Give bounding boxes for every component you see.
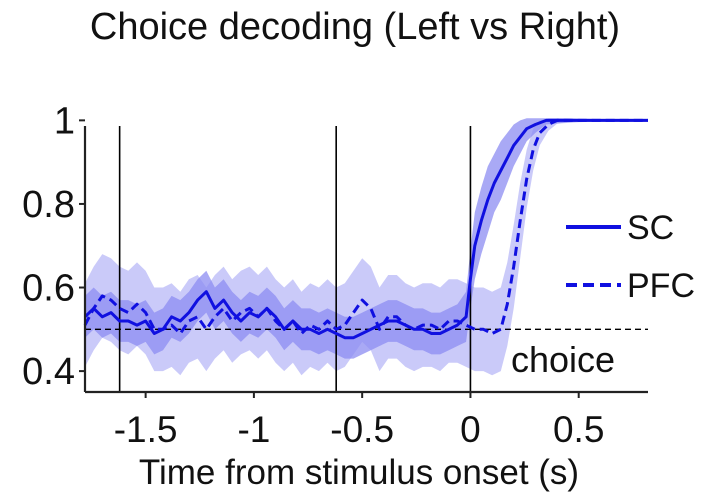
chart-title: Choice decoding (Left vs Right): [89, 6, 621, 48]
x-tick-label: 0.5: [553, 409, 604, 450]
y-tick-label: 0.8: [22, 184, 75, 226]
annotation-choice: choice: [511, 339, 615, 380]
series-line-pfc: [83, 118, 648, 335]
x-tick-label: 0: [460, 409, 481, 450]
band-sc: [85, 118, 648, 359]
x-axis-label: Time from stimulus onset (s): [139, 453, 579, 492]
legend-label-sc: SC: [627, 209, 674, 247]
x-tick-label: -1.5: [114, 409, 178, 450]
legend-label-pfc: PFC: [627, 267, 695, 305]
x-tick-label: -0.5: [330, 409, 394, 450]
x-tick-label: -1: [237, 409, 270, 450]
y-tick-label: 0.4: [22, 351, 75, 393]
series-line-sc: [83, 118, 648, 340]
y-tick-label: 0.6: [22, 268, 75, 310]
y-tick-label: 1: [54, 100, 75, 142]
